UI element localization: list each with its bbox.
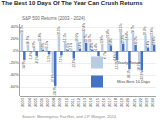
svg-text:26.3%: 26.3% [143,26,147,35]
svg-text:40%: 40% [11,24,19,29]
svg-text:26.5%: 26.5% [57,26,61,35]
svg-text:2020: 2020 [125,97,130,107]
svg-text:Source: Morningstar, FactSet,: Source: Morningstar, FactSet, and J.P. M… [22,114,117,119]
svg-text:-18.1%: -18.1% [137,62,142,72]
svg-text:-58.2%: -58.2% [53,86,57,96]
svg-text:2017: 2017 [107,97,112,107]
svg-text:2009: 2009 [57,97,62,107]
svg-text:2013: 2013 [82,97,87,107]
svg-text:2010: 2010 [64,97,69,107]
svg-text:2006: 2006 [39,97,44,107]
svg-text:2005: 2005 [33,97,38,107]
svg-text:10.2%: 10.2% [134,36,138,45]
svg-text:1.8%: 1.8% [90,43,94,50]
svg-text:2024: 2024 [150,97,155,107]
svg-text:2004: 2004 [27,97,32,107]
svg-text:12.3%: 12.3% [121,35,125,44]
svg-text:13.7%: 13.7% [88,34,92,43]
svg-text:Yearly Return: Yearly Return [117,60,141,65]
svg-text:25.0%: 25.0% [150,27,154,36]
svg-text:2015: 2015 [95,97,100,107]
svg-text:-8.1%: -8.1% [35,56,39,64]
svg-text:2007: 2007 [45,97,50,107]
svg-text:15.8%: 15.8% [38,33,42,42]
svg-text:4.9%: 4.9% [32,41,36,48]
svg-text:9.4%: 9.4% [109,38,113,45]
svg-text:16.0%: 16.0% [75,33,79,42]
svg-text:-14.9%: -14.9% [22,60,26,70]
svg-text:28.7%: 28.7% [131,25,135,34]
svg-text:5.5%: 5.5% [45,41,49,48]
svg-text:S&P 500 Returns (2003 - 2024): S&P 500 Returns (2003 - 2024) [22,16,85,21]
svg-text:-12.6%: -12.6% [72,59,76,69]
svg-text:2012: 2012 [76,97,81,107]
svg-text:12.0%: 12.0% [100,35,104,44]
svg-text:-60%: -60% [9,84,19,89]
svg-text:-20%: -20% [9,60,19,65]
svg-text:2018: 2018 [113,97,118,107]
svg-text:2022: 2022 [138,97,143,107]
svg-text:21.8%: 21.8% [106,29,110,38]
svg-text:3.4%: 3.4% [78,42,82,49]
svg-text:-40%: -40% [9,72,19,77]
svg-text:-5.5%: -5.5% [47,54,51,62]
svg-text:32.4%: 32.4% [82,23,86,32]
svg-text:10.0%: 10.0% [152,36,156,45]
svg-text:5.4%: 5.4% [146,41,150,48]
svg-text:15.1%: 15.1% [63,33,67,42]
svg-text:The Best 10 Days Of The Year C: The Best 10 Days Of The Year Can Crush R… [2,0,144,6]
svg-text:2.0%: 2.0% [41,43,45,50]
svg-text:-32.6%: -32.6% [139,70,144,81]
svg-text:-30.1%: -30.1% [127,69,131,79]
svg-text:28.7%: 28.7% [20,25,24,34]
svg-text:1.4%: 1.4% [94,43,98,50]
svg-text:2021: 2021 [132,97,137,107]
svg-text:-0.7%: -0.7% [103,51,107,59]
svg-text:-4.4%: -4.4% [113,54,117,62]
svg-text:2016: 2016 [101,97,106,107]
svg-text:20%: 20% [11,36,19,41]
svg-text:Miss Best 10 Days: Miss Best 10 Days [117,79,150,84]
svg-text:31.5%: 31.5% [119,23,123,32]
svg-text:2023: 2023 [144,97,149,107]
svg-text:2008: 2008 [51,97,56,107]
svg-text:0%: 0% [13,48,19,53]
svg-text:1.6%: 1.6% [66,43,70,50]
svg-text:2.1%: 2.1% [69,43,73,50]
svg-text:-7.1%: -7.1% [59,55,63,63]
svg-text:18.4%: 18.4% [125,31,129,40]
svg-text:-1.3%: -1.3% [29,52,33,60]
svg-text:2019: 2019 [119,97,124,107]
svg-text:10.9%: 10.9% [26,36,30,45]
svg-text:2011: 2011 [70,97,75,106]
svg-text:2014: 2014 [88,97,93,107]
svg-text:-37.0%: -37.0% [51,73,55,83]
svg-text:13.7%: 13.7% [84,34,88,43]
svg-text:2003: 2003 [20,97,25,107]
